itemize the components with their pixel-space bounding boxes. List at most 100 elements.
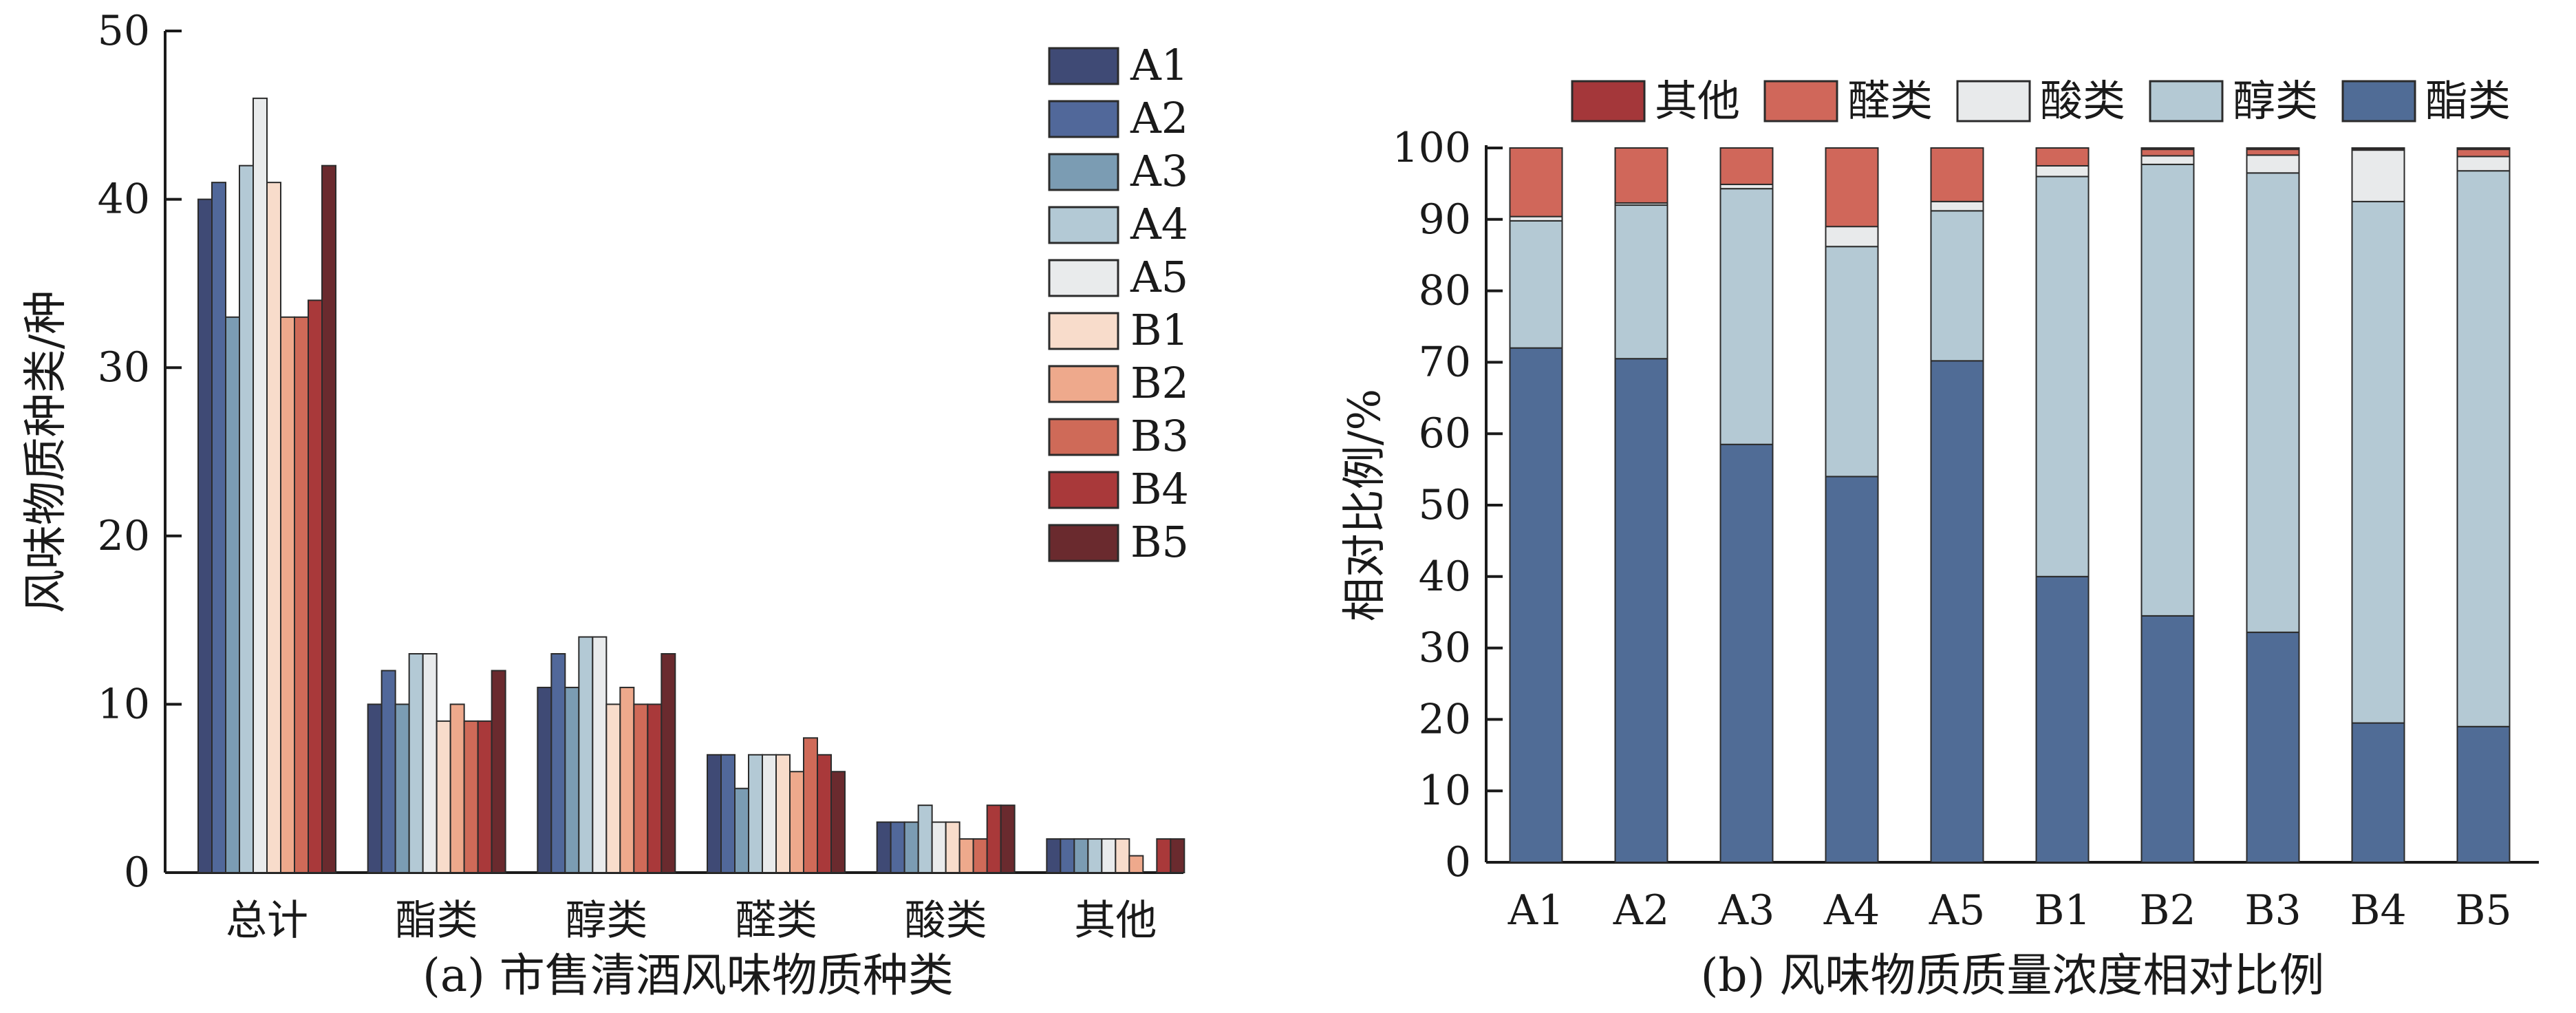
legend-swatch-B4: [1048, 471, 1119, 509]
bar-A4-总计: [239, 164, 254, 873]
bar-B5-总计: [321, 164, 336, 873]
bar-B4-总计: [308, 299, 323, 873]
segment-醛类-B2: [2140, 149, 2195, 157]
bar-A2-总计: [211, 182, 226, 873]
bar-A3-酯类: [394, 703, 410, 874]
bar-B2-总计: [280, 316, 295, 873]
segment-醇类-B2: [2140, 163, 2195, 617]
bar-B4-醛类: [817, 754, 832, 874]
bar-A2-酸类: [890, 821, 905, 873]
bar-B2-醇类: [619, 686, 635, 873]
segment-酸类-B1: [2035, 164, 2090, 178]
bar-B4-酸类: [986, 804, 1002, 874]
legend-label-A3: A3: [1130, 146, 1188, 196]
segment-酯类-A2: [1614, 358, 1668, 863]
bar-A1-其他: [1046, 838, 1062, 873]
legend-swatch-B2: [1048, 365, 1119, 403]
bar-A5-酯类: [422, 653, 438, 874]
x-tick-label: A1: [1507, 886, 1565, 935]
y-tick-label: 50: [98, 7, 150, 55]
legend-swatch-A4: [1048, 206, 1119, 244]
segment-醛类-A1: [1509, 147, 1563, 217]
bar-B3-酯类: [463, 720, 479, 873]
chart-b: 0 10 20 30 40 50 60 70 80 90 100 相对比例/% A1 A2 A3 A4 A5 B1…: [1340, 76, 2539, 1002]
bar-B1-其他: [1115, 838, 1130, 873]
bar-B5-醛类: [830, 771, 846, 873]
legend-swatch-酸类: [1956, 80, 2031, 122]
segment-醇类-A2: [1614, 204, 1668, 360]
legend-label-A4: A4: [1130, 199, 1188, 249]
x-tick-label: A3: [1718, 886, 1775, 935]
bar-A5-醇类: [592, 636, 608, 873]
segment-其他-B5: [2456, 147, 2511, 151]
y-tick-label: 10: [1419, 767, 1471, 815]
bar-B2-酯类: [449, 703, 465, 874]
y-tick-label: 50: [1419, 481, 1471, 529]
bar-A4-酸类: [917, 804, 933, 874]
legend-swatch-B5: [1048, 524, 1119, 562]
y-axis-title: 相对比例/%: [1340, 389, 1391, 621]
segment-酯类-A1: [1509, 347, 1563, 863]
x-tick-label: B3: [2244, 886, 2301, 935]
legend-label-醇类: 醇类: [2233, 76, 2318, 126]
x-tick-label: 酸类: [905, 897, 987, 945]
legend-swatch-A2: [1048, 100, 1119, 138]
bar-A4-酯类: [408, 653, 424, 874]
caption-a: (a) 市售清酒风味物质种类: [422, 949, 954, 1002]
segment-醇类-A5: [1930, 210, 1984, 362]
y-tick-label: 40: [1419, 553, 1471, 601]
legend-swatch-B3: [1048, 418, 1119, 456]
legend-swatch-酯类: [2341, 80, 2416, 122]
bar-A3-醛类: [734, 787, 749, 873]
y-tick-label: 80: [1419, 267, 1471, 315]
x-tick-label: 总计: [226, 897, 308, 945]
caption-b: (b) 风味物质质量浓度相对比例: [1701, 949, 2325, 1002]
segment-醇类-A3: [1719, 188, 1774, 445]
segment-酸类-A4: [1825, 226, 1879, 248]
bar-B1-醇类: [605, 703, 621, 874]
bar-B1-酯类: [436, 720, 451, 873]
bar-B5-醇类: [661, 653, 676, 874]
y-tick-label: 40: [98, 175, 150, 224]
y-tick-label: 10: [98, 680, 150, 728]
legend-swatch-B1: [1048, 312, 1119, 350]
chart-a: 0 10 20 30 40 50 风味物质种类/种总计 酯类 醇类 醛类 酸类 其他 A1A2A3A4A…: [21, 7, 1189, 1002]
segment-醇类-A1: [1509, 220, 1563, 349]
legend-label-B4: B4: [1130, 464, 1189, 514]
segment-酯类-A4: [1825, 476, 1879, 863]
legend-label-A2: A2: [1130, 93, 1188, 143]
x-tick-label: 醛类: [735, 897, 817, 945]
bar-A3-总计: [225, 316, 240, 873]
bar-A1-酯类: [367, 703, 383, 874]
x-tick-label: B2: [2139, 886, 2196, 935]
legend-label-A5: A5: [1130, 252, 1188, 302]
segment-醛类-A3: [1719, 147, 1774, 185]
bar-A4-醇类: [578, 636, 594, 873]
legend-swatch-A5: [1048, 259, 1119, 297]
y-tick-label: 70: [1419, 338, 1471, 386]
segment-其他-B4: [2351, 147, 2405, 150]
segment-醇类-B1: [2035, 175, 2090, 577]
segment-酸类-A5: [1930, 200, 1984, 212]
segment-酸类-B5: [2456, 156, 2511, 172]
segment-醛类-B3: [2246, 149, 2300, 156]
bar-A2-醛类: [720, 754, 736, 874]
bar-A1-醇类: [537, 686, 552, 873]
bar-A4-其他: [1087, 838, 1103, 873]
legend-label-酯类: 酯类: [2425, 76, 2511, 126]
bar-B4-酯类: [477, 720, 493, 873]
y-tick-label: 90: [1419, 195, 1471, 244]
segment-酯类-A5: [1930, 360, 1984, 863]
x-tick-label: B5: [2455, 886, 2511, 935]
bar-A5-酸类: [931, 821, 947, 873]
bar-B5-酯类: [491, 670, 506, 873]
bar-B3-醇类: [633, 703, 649, 874]
segment-酯类-B5: [2456, 725, 2511, 864]
bar-B4-其他: [1156, 838, 1172, 873]
bar-A1-总计: [197, 198, 213, 874]
y-tick-label: 20: [98, 512, 150, 560]
bar-B2-其他: [1128, 855, 1144, 874]
segment-醛类-B5: [2456, 149, 2511, 158]
bar-A2-其他: [1060, 838, 1075, 873]
